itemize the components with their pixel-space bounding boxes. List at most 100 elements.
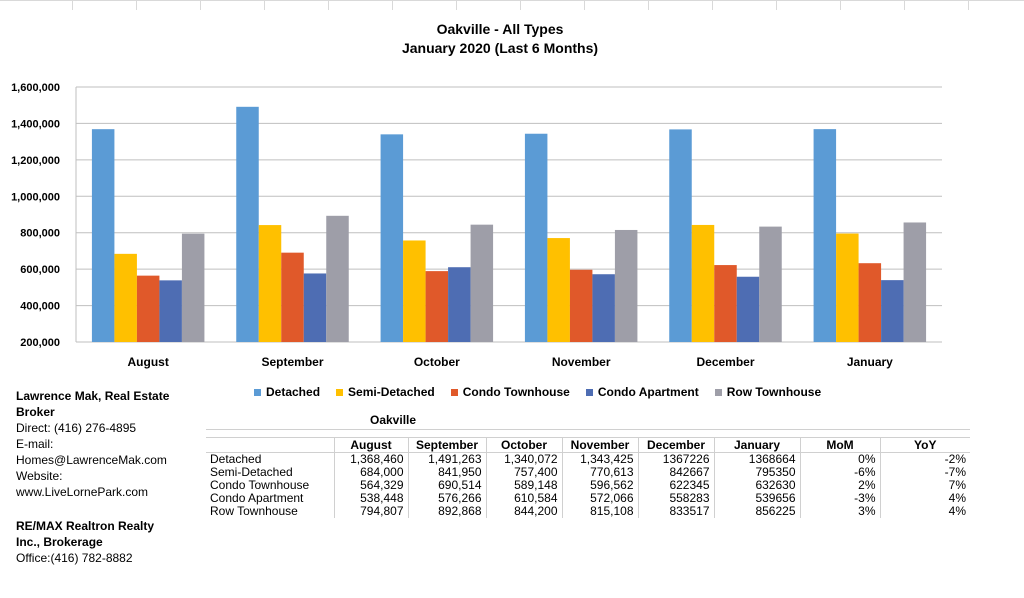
table-cell: 2% [799,479,880,492]
table-cell: -3% [799,492,880,505]
agent-name-line1: Lawrence Mak, Real Estate [16,389,170,403]
table-cell: 4% [879,505,970,518]
bar-condo-apartment [881,280,904,342]
table-cell: 833517 [637,505,714,518]
table-cell: 564,329 [333,479,408,492]
sheet-column-line [136,0,137,10]
legend-label: Detached [266,385,321,399]
bar-detached [669,129,692,342]
agent-name-line2: Broker [16,405,55,419]
table-rule [206,429,970,430]
chart-title: Oakville - All Types [436,21,564,37]
bar-condo-townhouse [425,271,449,342]
table-cell: 596,562 [561,479,638,492]
table-cell: 632630 [713,479,800,492]
chart-subtitle: January 2020 (Last 6 Months) [401,40,599,56]
legend-swatch [254,388,261,396]
table-row: Detached 1,368,460 1,491,263 1,340,072 1… [206,452,970,466]
bar-condo-apartment [592,274,615,342]
sheet-column-line [328,0,329,10]
bar-condo-townhouse [136,275,160,342]
table-cell: -7% [879,466,970,479]
sheet-column-line [200,0,201,10]
legend-label: Row Townhouse [726,385,822,399]
website-label: Website: [16,469,63,483]
table-cell: 684,000 [333,466,408,479]
table-cell: Row Townhouse [210,504,298,518]
bar-condo-apartment [159,280,182,342]
table-cell: 7% [879,479,970,492]
y-tick-label: 1,600,000 [11,82,60,94]
data-table: August September October November Decemb… [206,438,970,518]
x-tick-label: September [261,355,323,369]
bar-semi-detached [691,224,715,342]
table-header: MoM [799,438,880,453]
table-cell: Semi-Detached [210,465,293,479]
table-cell: 589,148 [485,479,562,492]
bar-condo-townhouse [281,252,304,342]
table-cell: Condo Apartment [210,491,304,505]
bar-condo-townhouse [569,269,593,342]
table-cell: 844,200 [485,505,562,518]
bar-detached [236,106,259,342]
sheet-column-line [392,0,393,10]
table-cell: 1,343,425 [561,452,638,466]
bar-row-townhouse [614,229,638,342]
table-header-row: August September October November Decemb… [206,438,970,453]
table-header: YoY [879,438,970,453]
table-cell: 856225 [713,505,800,518]
website-link[interactable]: www.LiveLornePark.com [16,485,149,499]
y-tick-label: 800,000 [20,228,60,240]
email-address[interactable]: Homes@LawrenceMak.com [16,453,167,467]
direct-phone: Direct: (416) 276-4895 [16,421,137,435]
table-row: Condo Apartment 538,448 576,266 610,584 … [206,492,970,505]
table-cell: -6% [799,466,880,479]
table-cell: 610,584 [485,492,562,505]
bar-condo-apartment [303,273,327,342]
table-cell: 539656 [713,492,800,505]
bar-row-townhouse [470,224,494,342]
x-tick-label: November [552,355,611,369]
table-row: Semi-Detached 684,000 841,950 757,400 77… [206,466,970,479]
brokerage-line2: Inc., Brokerage [16,535,103,549]
bar-condo-apartment [448,267,471,342]
legend-label: Condo Apartment [597,385,699,399]
table-cell: 815,108 [561,505,638,518]
legend-swatch [336,388,344,396]
sheet-column-line [72,0,73,10]
table-cell: 757,400 [485,466,562,479]
bar-condo-apartment [736,276,760,342]
table-cell: 1368664 [713,452,800,466]
bar-semi-detached [836,233,859,342]
bar-condo-townhouse [858,263,882,342]
sheet-column-line [584,0,585,10]
table-cell: 0% [799,452,880,466]
table-cell: 572,066 [561,492,638,505]
sheet-column-line [712,0,713,10]
x-tick-label: January [847,355,893,369]
bar-semi-detached [114,253,137,342]
table-cell: 1367226 [637,452,714,466]
table-cell: 795350 [713,466,800,479]
legend-item-detached: Detached [254,385,320,399]
table-rule [206,437,970,438]
table-cell: 538,448 [333,492,408,505]
sheet-column-line [904,0,905,10]
table-header [206,438,334,453]
bar-semi-detached [547,238,570,342]
legend-label: Condo Townhouse [462,385,570,399]
legend-swatch [450,388,458,396]
table-cell: 576,266 [407,492,486,505]
table-cell: -2% [879,452,970,466]
sheet-column-line [456,0,457,10]
table-cell: 558283 [637,492,714,505]
table-cell: 841,950 [407,466,486,479]
brokerage-contact: RE/MAX Realtron Realty Inc., Brokerage O… [16,518,154,566]
y-tick-label: 200,000 [20,337,60,349]
bar-detached [380,134,404,342]
bar-condo-townhouse [714,265,737,342]
x-tick-label: August [128,355,169,369]
table-cell: 770,613 [561,466,638,479]
sheet-column-line [520,0,521,10]
x-tick-label: December [696,355,754,369]
